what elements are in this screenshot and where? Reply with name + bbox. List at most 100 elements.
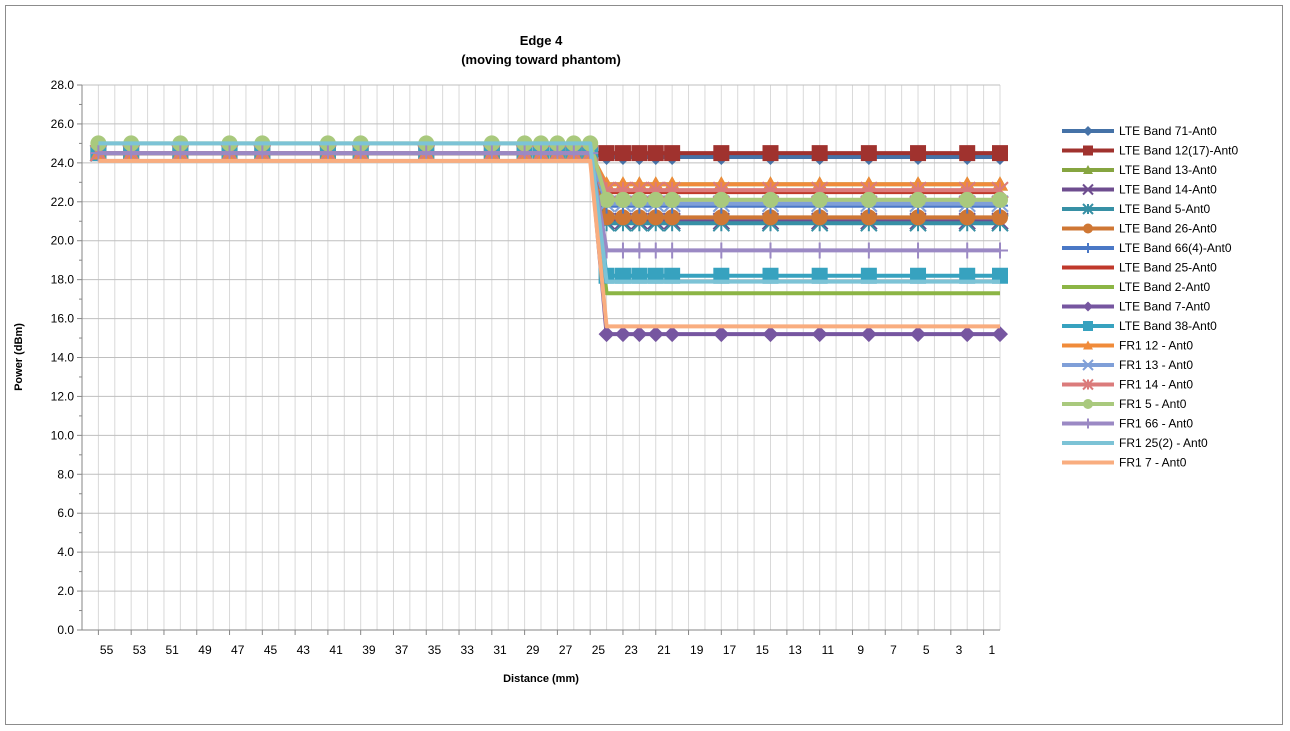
- legend-label: LTE Band 26-Ant0: [1119, 222, 1217, 236]
- series-10: [90, 145, 1008, 343]
- data-point: [762, 191, 779, 208]
- x-tick-label: 5: [923, 643, 930, 657]
- x-tick-label: 51: [165, 643, 179, 657]
- legend-marker: [1083, 399, 1093, 409]
- data-point: [631, 209, 648, 226]
- data-point: [631, 242, 648, 259]
- legend-item: LTE Band 13-Ant0: [1062, 163, 1217, 177]
- axis-layer: 0.0 2.0 4.0 6.0 8.0 10.0 12.0 14.0 16.0 18.0 20.0 2…: [51, 78, 1000, 657]
- x-tick-label: 19: [690, 643, 704, 657]
- legend-marker: [1083, 321, 1093, 331]
- y-tick-label: 26.0: [51, 117, 75, 131]
- x-tick-label: 11: [822, 643, 835, 657]
- data-point: [90, 135, 107, 152]
- data-point: [664, 191, 681, 208]
- data-point: [614, 191, 631, 208]
- data-point: [713, 242, 730, 259]
- legend-marker: [1083, 145, 1093, 156]
- data-point: [647, 145, 664, 162]
- y-tick-label: 18.0: [51, 273, 75, 287]
- legend: LTE Band 71-Ant0 LTE Band 12(17)-Ant0 LTE …: [1062, 124, 1239, 470]
- x-tick-label: 17: [723, 643, 737, 657]
- data-point: [418, 145, 435, 162]
- legend-label: FR1 12 - Ant0: [1119, 339, 1193, 353]
- data-point: [811, 242, 828, 259]
- x-tick-label: 31: [493, 643, 507, 657]
- legend-item: LTE Band 7-Ant0: [1062, 300, 1210, 314]
- data-point: [959, 145, 976, 162]
- x-tick-label: 1: [988, 643, 995, 657]
- data-point: [614, 145, 631, 162]
- legend-label: LTE Band 2-Ant0: [1119, 280, 1210, 294]
- legend-label: LTE Band 71-Ant0: [1119, 124, 1217, 138]
- data-point: [221, 145, 238, 162]
- legend-label: FR1 25(2) - Ant0: [1119, 436, 1208, 450]
- legend-item: LTE Band 5-Ant0: [1062, 202, 1210, 216]
- legend-item: FR1 7 - Ant0: [1062, 456, 1187, 470]
- legend-label: FR1 13 - Ant0: [1119, 358, 1193, 372]
- data-point: [483, 145, 500, 162]
- x-tick-label: 39: [362, 643, 376, 657]
- x-tick-label: 13: [788, 643, 802, 657]
- x-tick-label: 9: [857, 643, 864, 657]
- legend-item: FR1 5 - Ant0: [1062, 397, 1187, 411]
- legend-label: FR1 14 - Ant0: [1119, 378, 1193, 392]
- legend-item: FR1 14 - Ant0: [1062, 378, 1193, 392]
- x-tick-label: 15: [756, 643, 770, 657]
- data-point: [860, 145, 877, 162]
- y-tick-label: 28.0: [51, 78, 75, 92]
- data-point: [172, 145, 189, 162]
- x-axis-title: Distance (mm): [503, 673, 579, 685]
- data-point: [664, 145, 681, 162]
- legend-item: FR1 13 - Ant0: [1062, 358, 1193, 372]
- data-point: [254, 145, 271, 162]
- x-tick-label: 55: [100, 643, 114, 657]
- data-point: [910, 242, 927, 259]
- data-point: [319, 145, 336, 162]
- legend-marker: [1083, 243, 1093, 253]
- chart-subtitle: (moving toward phantom): [461, 52, 621, 67]
- x-tick-label: 27: [559, 643, 573, 657]
- y-tick-label: 12.0: [51, 389, 75, 403]
- y-tick-label: 14.0: [51, 351, 75, 365]
- data-point: [910, 191, 927, 208]
- x-tick-label: 53: [133, 643, 147, 657]
- x-tick-label: 25: [592, 643, 606, 657]
- data-point: [598, 326, 615, 343]
- legend-label: LTE Band 13-Ant0: [1119, 163, 1217, 177]
- data-point: [352, 145, 369, 162]
- data-point: [959, 242, 976, 259]
- legend-item: LTE Band 26-Ant0: [1062, 222, 1217, 236]
- x-tick-label: 33: [461, 643, 475, 657]
- legend-label: LTE Band 5-Ant0: [1119, 202, 1210, 216]
- y-tick-label: 6.0: [57, 506, 74, 520]
- data-point: [614, 209, 631, 226]
- data-point: [860, 191, 877, 208]
- data-point: [533, 145, 549, 162]
- data-point: [647, 209, 664, 226]
- x-tick-label: 3: [956, 643, 963, 657]
- data-point: [992, 145, 1008, 162]
- data-point: [811, 145, 828, 162]
- data-point: [631, 145, 648, 162]
- data-point: [647, 326, 664, 343]
- data-point: [647, 191, 664, 208]
- legend-item: LTE Band 12(17)-Ant0: [1062, 144, 1239, 158]
- data-point: [713, 191, 730, 208]
- legend-marker: [1083, 165, 1093, 174]
- x-tick-label: 23: [624, 643, 638, 657]
- data-point: [959, 326, 976, 343]
- data-point: [123, 145, 140, 162]
- legend-label: LTE Band 7-Ant0: [1119, 300, 1210, 314]
- x-tick-label: 29: [526, 643, 540, 657]
- legend-item: FR1 12 - Ant0: [1062, 339, 1193, 353]
- data-point: [992, 326, 1008, 343]
- y-tick-label: 8.0: [57, 467, 74, 481]
- data-point: [631, 326, 648, 343]
- data-point: [992, 242, 1008, 259]
- legend-label: FR1 5 - Ant0: [1119, 397, 1187, 411]
- x-tick-label: 47: [231, 643, 245, 657]
- legend-item: LTE Band 66(4)-Ant0: [1062, 241, 1232, 255]
- legend-marker: [1082, 378, 1094, 391]
